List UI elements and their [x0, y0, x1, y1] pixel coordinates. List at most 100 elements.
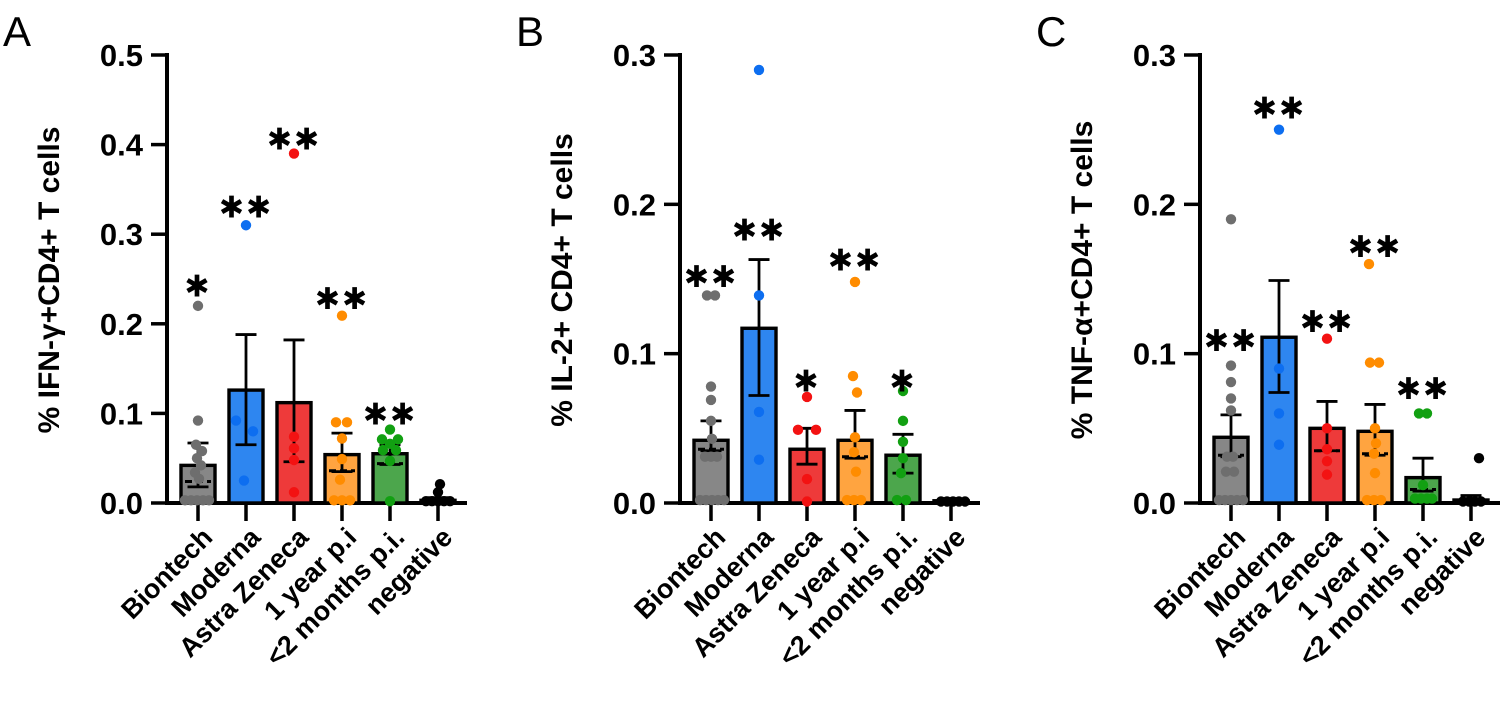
panel-letter-B: B	[516, 8, 544, 55]
panel-A: A% IFN-γ+CD4+ T cells0.00.10.20.30.40.5B…	[3, 8, 467, 672]
group-C-5: <2 months p.i.✱✱	[1293, 372, 1450, 672]
data-point	[701, 290, 713, 301]
data-point	[897, 436, 909, 447]
data-point	[792, 424, 804, 436]
data-point	[1370, 438, 1382, 449]
y-tick-label: 0.0	[613, 486, 656, 521]
data-point	[897, 415, 909, 427]
data-point	[1421, 408, 1433, 419]
data-point	[849, 276, 861, 288]
significance-marker: ✱	[184, 269, 211, 304]
significance-marker: ✱✱	[1396, 372, 1450, 407]
data-point	[850, 466, 862, 477]
data-point	[709, 290, 721, 301]
data-point	[328, 495, 340, 506]
data-point	[900, 494, 912, 506]
data-point	[855, 494, 867, 506]
data-point	[195, 460, 207, 471]
data-point	[1373, 357, 1385, 368]
data-point	[1225, 360, 1237, 371]
data-point	[1220, 466, 1232, 477]
significance-marker: ✱✱	[267, 122, 321, 157]
data-point	[1273, 363, 1285, 374]
significance-marker: ✱✱	[732, 214, 786, 249]
data-point	[432, 487, 444, 498]
significance-marker: ✱✱	[363, 397, 417, 432]
data-point	[336, 433, 348, 444]
y-tick-label: 0.2	[613, 187, 656, 222]
data-point	[288, 148, 300, 159]
significance-marker: ✱	[793, 365, 820, 400]
data-point	[1237, 494, 1249, 506]
data-point	[192, 415, 204, 426]
data-point	[1321, 333, 1333, 344]
significance-marker: ✱✱	[1252, 91, 1306, 126]
data-point	[238, 475, 250, 486]
data-point	[849, 432, 861, 443]
data-point	[801, 391, 813, 403]
significance-marker: ✱✱	[828, 244, 882, 279]
data-point	[1369, 423, 1381, 434]
data-point	[753, 454, 765, 465]
y-tick-label: 0.1	[613, 337, 656, 372]
data-point	[1228, 466, 1240, 477]
data-point	[384, 424, 396, 435]
data-point	[753, 406, 765, 418]
data-point	[1368, 448, 1380, 459]
y-axis-label-C: % TNF-α+CD4+ T cells	[1066, 121, 1099, 440]
data-point	[1225, 376, 1237, 388]
data-point	[336, 453, 348, 465]
data-point	[288, 443, 300, 454]
data-point	[1273, 124, 1285, 135]
data-point	[1363, 258, 1375, 270]
data-point	[1473, 453, 1485, 464]
significance-marker: ✱	[889, 365, 916, 400]
y-tick-label: 0.0	[100, 486, 143, 521]
data-point	[1321, 444, 1333, 455]
data-point	[384, 455, 396, 467]
data-point	[1225, 405, 1237, 416]
bar	[1260, 335, 1298, 505]
data-point	[1321, 455, 1333, 467]
y-tick-label: 0.1	[100, 396, 143, 431]
data-point	[801, 496, 813, 507]
data-point	[1375, 494, 1387, 506]
data-point	[1475, 496, 1487, 507]
data-point	[288, 454, 300, 466]
data-point	[1273, 408, 1285, 419]
data-point	[247, 426, 259, 437]
y-tick-label: 0.5	[100, 38, 143, 73]
data-point	[341, 417, 353, 428]
data-point	[711, 451, 723, 462]
data-point	[848, 447, 860, 458]
data-point	[336, 310, 348, 321]
significance-marker: ✱✱	[1348, 230, 1402, 265]
significance-marker: ✱✱	[1204, 324, 1258, 359]
data-point	[1273, 439, 1285, 450]
y-tick-label: 0.2	[100, 307, 143, 342]
data-point	[1426, 493, 1438, 504]
data-point	[1321, 469, 1333, 480]
data-point	[344, 495, 356, 506]
data-point	[334, 474, 346, 485]
panel-letter-A: A	[3, 8, 31, 55]
data-point	[801, 473, 813, 485]
data-point	[897, 385, 909, 397]
data-point	[390, 444, 402, 456]
data-point	[1413, 408, 1425, 419]
data-point	[288, 487, 300, 498]
data-point	[895, 467, 907, 479]
y-tick-label: 0.1	[1133, 337, 1176, 372]
panel-C: C% TNF-α+CD4+ T cells0.00.10.20.3Biontec…	[1036, 8, 1500, 672]
data-point	[705, 381, 717, 392]
data-point	[753, 64, 765, 76]
y-tick-label: 0.2	[1133, 187, 1176, 222]
data-point	[1369, 467, 1381, 479]
data-point	[847, 370, 859, 382]
data-point	[851, 387, 863, 398]
data-point	[1417, 479, 1429, 491]
data-point	[1227, 451, 1239, 462]
panel-letter-C: C	[1036, 8, 1066, 55]
